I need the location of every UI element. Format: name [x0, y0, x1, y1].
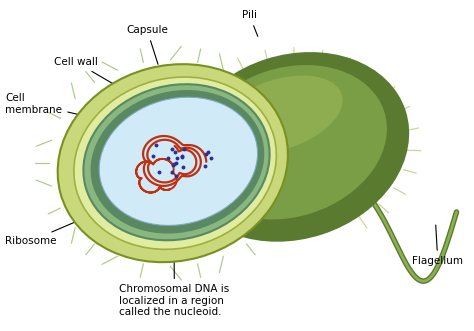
Ellipse shape [91, 91, 264, 233]
Text: Pili: Pili [242, 10, 258, 36]
Ellipse shape [217, 75, 343, 153]
Ellipse shape [191, 65, 387, 219]
Text: Cell wall: Cell wall [54, 57, 117, 86]
Ellipse shape [58, 64, 288, 262]
Text: Chromosomal DNA is
localized in a region
called the nucleoid.: Chromosomal DNA is localized in a region… [119, 189, 229, 317]
Text: Ribosome: Ribosome [5, 212, 98, 246]
Text: Capsule: Capsule [126, 25, 168, 64]
Ellipse shape [83, 84, 270, 240]
Ellipse shape [99, 97, 257, 225]
Text: Cell
membrane: Cell membrane [5, 93, 91, 118]
Text: Flagellum: Flagellum [412, 225, 463, 266]
Ellipse shape [180, 53, 408, 240]
Ellipse shape [74, 77, 276, 249]
